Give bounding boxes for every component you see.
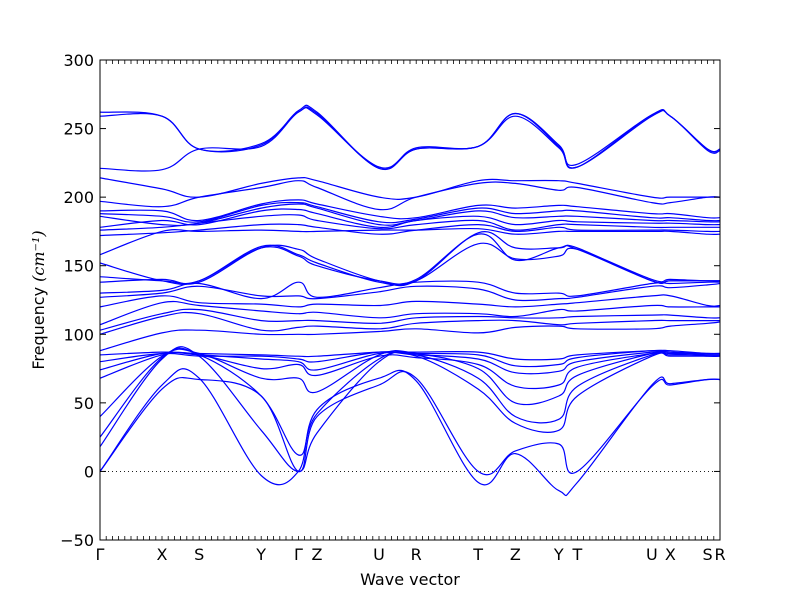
band-line-20 <box>100 227 720 256</box>
x-tick-label: R <box>714 545 725 564</box>
y-tick-label: 50 <box>74 394 94 413</box>
band-line-15 <box>100 282 720 302</box>
band-line-3 <box>100 346 720 473</box>
band-line-19 <box>100 242 720 286</box>
x-tick-label: Z <box>510 545 521 564</box>
band-line-2 <box>100 368 720 497</box>
band-line-26 <box>100 199 720 222</box>
x-tick-label: Y <box>255 545 266 564</box>
plot-frame <box>99 59 721 541</box>
band-line-11 <box>100 311 720 335</box>
band-line-23 <box>100 208 720 229</box>
x-tick-label: Γ <box>294 545 303 564</box>
band-line-10 <box>100 321 720 352</box>
x-tick-label: S <box>194 545 204 564</box>
band-line-13 <box>100 300 720 326</box>
x-tick-label: U <box>646 545 658 564</box>
x-tick-label: Z <box>312 545 323 564</box>
phonon-bands <box>100 104 720 497</box>
band-line-14 <box>100 294 720 308</box>
y-tick-label: 300 <box>63 51 94 70</box>
x-tick-label: S <box>703 545 713 564</box>
band-line-25 <box>100 201 720 224</box>
band-line-6 <box>100 351 720 390</box>
y-tick-label: 200 <box>63 188 94 207</box>
x-tick-label: U <box>373 545 385 564</box>
y-tick-label: 250 <box>63 120 94 139</box>
y-axis-label: Frequency (cm⁻¹) <box>29 230 48 369</box>
y-tick-label: 100 <box>63 325 94 344</box>
band-line-31 <box>100 104 720 171</box>
x-tick-label: R <box>411 545 422 564</box>
band-line-24 <box>100 203 720 227</box>
y-tick-label: 150 <box>63 257 94 276</box>
x-tick-label: X <box>665 545 676 564</box>
band-line-1 <box>100 371 720 476</box>
x-tick-label: X <box>157 545 168 564</box>
x-tick-label: Γ <box>96 545 105 564</box>
band-line-21 <box>100 223 720 237</box>
band-line-28 <box>100 177 720 200</box>
band-line-22 <box>100 214 720 231</box>
band-line-12 <box>100 308 720 331</box>
y-axis-ticks: −50 0 50 100 150 200 250 300 <box>60 51 720 550</box>
x-tick-label: T <box>472 545 483 564</box>
x-tick-label: Y <box>553 545 564 564</box>
band-line-30 <box>100 106 720 171</box>
band-line-9 <box>100 349 720 361</box>
y-tick-label: −50 <box>60 531 94 550</box>
y-tick-label: 0 <box>84 462 94 481</box>
x-axis-label: Wave vector <box>360 570 460 589</box>
x-tick-label: T <box>572 545 583 564</box>
